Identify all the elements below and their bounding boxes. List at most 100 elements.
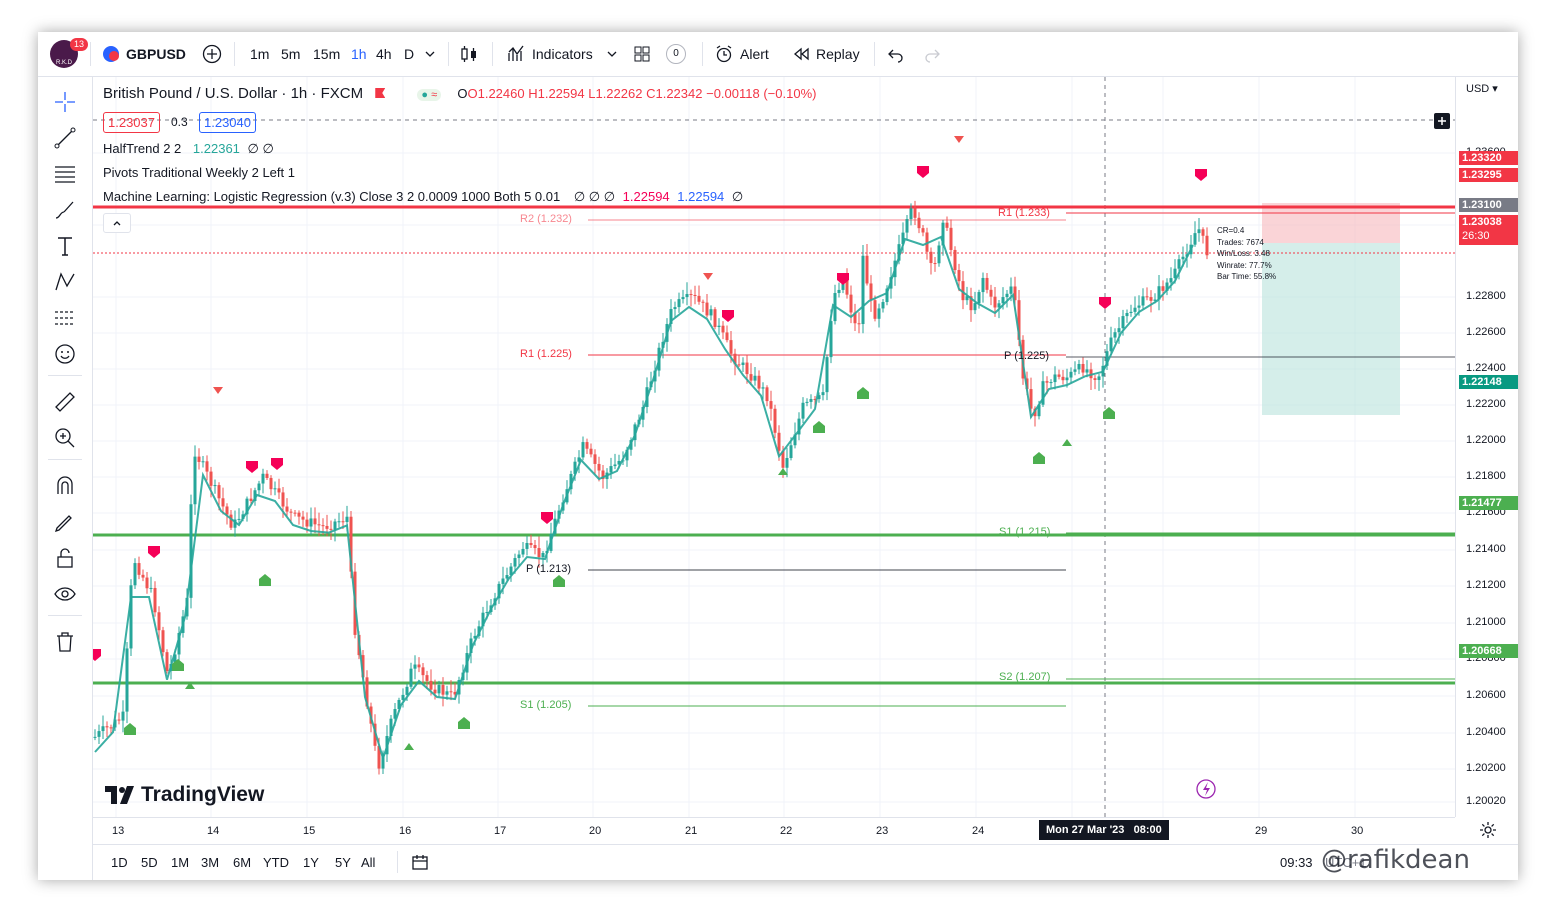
date-range-button[interactable] (411, 854, 429, 877)
candle (1117, 328, 1121, 333)
indicators-dropdown[interactable] (606, 32, 618, 76)
candle (309, 518, 313, 527)
interval-d[interactable]: D (404, 46, 415, 62)
redo-button[interactable] (922, 32, 942, 76)
timezone[interactable]: UTC+1 (1325, 855, 1367, 870)
range-ytd[interactable]: YTD (263, 855, 289, 870)
candle (677, 299, 681, 308)
range-all[interactable]: All (361, 855, 376, 870)
candle (361, 655, 365, 678)
text-tool[interactable] (50, 231, 80, 261)
pivots-legend[interactable]: Pivots Traditional Weekly 2 Left 1 (103, 165, 295, 180)
candle (173, 654, 177, 664)
indicators-button[interactable]: Indicators (506, 32, 593, 76)
stay-drawing-tool[interactable] (50, 507, 80, 537)
collapse-legend-button[interactable] (103, 213, 131, 233)
sell-button[interactable]: 1.23037 (103, 112, 160, 133)
candle (149, 587, 153, 589)
interval-5m[interactable]: 5m (281, 46, 301, 62)
symbol-search[interactable]: GBPUSD (102, 32, 186, 76)
candle (1053, 374, 1057, 383)
buy-signal-marker (1103, 407, 1115, 419)
candle (397, 699, 401, 710)
tradingview-logo[interactable]: TradingView (105, 783, 264, 807)
trendline-tool[interactable] (50, 123, 80, 153)
range-6m[interactable]: 6M (233, 855, 252, 870)
candle (333, 521, 337, 530)
candle (425, 675, 429, 681)
range-1y[interactable]: 1Y (303, 855, 319, 870)
interval-dropdown[interactable] (424, 32, 436, 76)
candle (793, 434, 797, 446)
price-axis[interactable]: USD ▾ 1.236001.232001.228001.226001.2240… (1455, 77, 1518, 817)
candle (797, 418, 801, 435)
candle (901, 232, 905, 245)
hide-tool[interactable] (50, 579, 80, 609)
candle (1193, 233, 1197, 245)
clock[interactable]: 09:33 (1280, 855, 1313, 870)
ml-legend[interactable]: Machine Learning: Logistic Regression (v… (103, 189, 744, 204)
chart-type-button[interactable] (458, 32, 480, 76)
magnet-tool[interactable] (50, 471, 80, 501)
candle (937, 245, 941, 264)
range-5y[interactable]: 5Y (335, 855, 351, 870)
fib-tool[interactable] (50, 159, 80, 189)
halftrend-buy-arrow (185, 682, 195, 689)
icon-tool[interactable] (50, 339, 80, 369)
candle (225, 506, 229, 515)
interval-1h[interactable]: 1h (351, 46, 367, 62)
brush-tool[interactable] (50, 195, 80, 225)
add-plus-button[interactable] (1434, 113, 1450, 129)
candle (921, 228, 925, 233)
interval-4h[interactable]: 4h (376, 46, 392, 62)
candle (145, 577, 149, 589)
candle (749, 374, 753, 381)
delete-tool[interactable] (50, 627, 80, 657)
templates-counter[interactable]: 0 (666, 32, 686, 76)
lock-tool[interactable] (50, 543, 80, 573)
range-5d[interactable]: 5D (141, 855, 158, 870)
candle (885, 288, 889, 303)
candle (1181, 256, 1185, 260)
replay-flash-icon[interactable] (1196, 779, 1216, 799)
currency-selector[interactable]: USD ▾ (1466, 83, 1498, 95)
alert-button[interactable]: Alert (714, 32, 769, 76)
time-axis[interactable]: 13 14 15 16 17 20 21 22 23 24 29 30 Mon 27 Mar '23 … (93, 817, 1455, 844)
forecast-tool[interactable] (50, 303, 80, 333)
pencil-lock-icon (54, 515, 72, 533)
layouts-button[interactable] (633, 32, 651, 76)
zoom-tool[interactable] (50, 423, 80, 453)
undo-button[interactable] (886, 32, 906, 76)
pattern-tool[interactable] (50, 267, 80, 297)
candle (773, 408, 777, 433)
divider (90, 42, 91, 66)
range-1m[interactable]: 1M (171, 855, 190, 870)
chart-settings-button[interactable] (1479, 821, 1497, 844)
candle (141, 574, 145, 578)
crosshair-tool[interactable] (50, 87, 80, 117)
candle (1125, 312, 1129, 317)
notification-badge: 13 (70, 38, 89, 51)
range-1d[interactable]: 1D (111, 855, 128, 870)
magnet-icon (57, 476, 73, 494)
interval-15m[interactable]: 15m (313, 46, 341, 62)
range-3m[interactable]: 3M (201, 855, 220, 870)
avatar[interactable]: R.K.D 13 (50, 32, 89, 76)
market-status-icon[interactable]: ● ≈ (417, 89, 442, 101)
candle (277, 488, 281, 493)
ruler-tool[interactable] (50, 387, 80, 417)
candle (801, 402, 805, 419)
replay-button[interactable]: Replay (792, 32, 860, 76)
chart-pane[interactable]: British Pound / U.S. Dollar · 1h · FXCM … (93, 77, 1455, 817)
candle (365, 677, 369, 707)
interval-1m[interactable]: 1m (250, 46, 270, 62)
buy-button[interactable]: 1.23040 (199, 112, 256, 133)
halftrend-legend[interactable]: HalfTrend 2 2 1.22361 ∅ ∅ (103, 141, 274, 156)
symbol-legend[interactable]: British Pound / U.S. Dollar · 1h · FXCM … (103, 85, 816, 102)
time-tick: 30 (1351, 825, 1364, 837)
price-tick: 1.22800 (1466, 290, 1506, 302)
pivot-s2-right-label: S2 (1.207) (999, 671, 1051, 683)
flag-icon[interactable] (375, 88, 386, 98)
compare-button[interactable] (202, 32, 222, 76)
candle (377, 745, 381, 769)
